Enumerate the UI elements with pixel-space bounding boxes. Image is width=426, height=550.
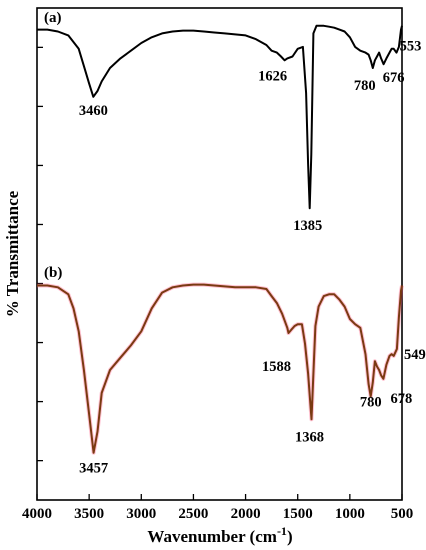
peak-label: 678 xyxy=(391,391,413,407)
x-tick-label: 2000 xyxy=(231,506,261,522)
x-tick-label: 500 xyxy=(391,506,414,522)
x-axis-title: Wavenumber (cm-1) xyxy=(147,524,292,546)
x-axis-title-sup: -1 xyxy=(277,524,287,538)
spectrum-glow-b xyxy=(37,282,404,455)
axis-ticks: 4000 3500 3000 2500 2000 1500 1000 500 xyxy=(22,46,414,522)
x-tick-label: 4000 xyxy=(22,506,52,522)
spectrum-line-a xyxy=(37,24,403,210)
spectra xyxy=(37,24,404,455)
peak-label: 1588 xyxy=(262,359,291,375)
panel-label-a: (a) xyxy=(44,10,62,26)
x-tick-label: 2500 xyxy=(178,506,208,522)
peak-label: 780 xyxy=(360,394,382,410)
y-axis-title: % Transmittance xyxy=(3,190,22,317)
peak-label: 1385 xyxy=(293,218,322,234)
peak-label: 3460 xyxy=(79,103,108,119)
x-tick-label: 3500 xyxy=(74,506,104,522)
x-axis-title-main: Wavenumber (cm xyxy=(147,527,277,546)
peak-label: 549 xyxy=(404,347,426,363)
peak-annotations: 3460 1626 1385 780 676 553 3457 1588 1368 780 678 5… xyxy=(79,39,426,477)
plot-frame xyxy=(36,7,403,501)
spectrum-line-b xyxy=(37,283,403,454)
x-tick-label: 3000 xyxy=(126,506,156,522)
peak-label: 3457 xyxy=(79,461,108,477)
peak-label: 553 xyxy=(400,39,422,55)
peak-label: 1626 xyxy=(258,68,287,84)
peak-label: 676 xyxy=(383,70,405,86)
panel-label-b: (b) xyxy=(44,265,62,281)
peak-label: 1368 xyxy=(295,429,324,445)
x-tick-label: 1000 xyxy=(335,506,365,522)
x-axis-title-end: ) xyxy=(287,527,293,546)
x-tick-label: 1500 xyxy=(283,506,313,522)
plot-border xyxy=(36,7,403,501)
peak-label: 780 xyxy=(354,78,376,94)
